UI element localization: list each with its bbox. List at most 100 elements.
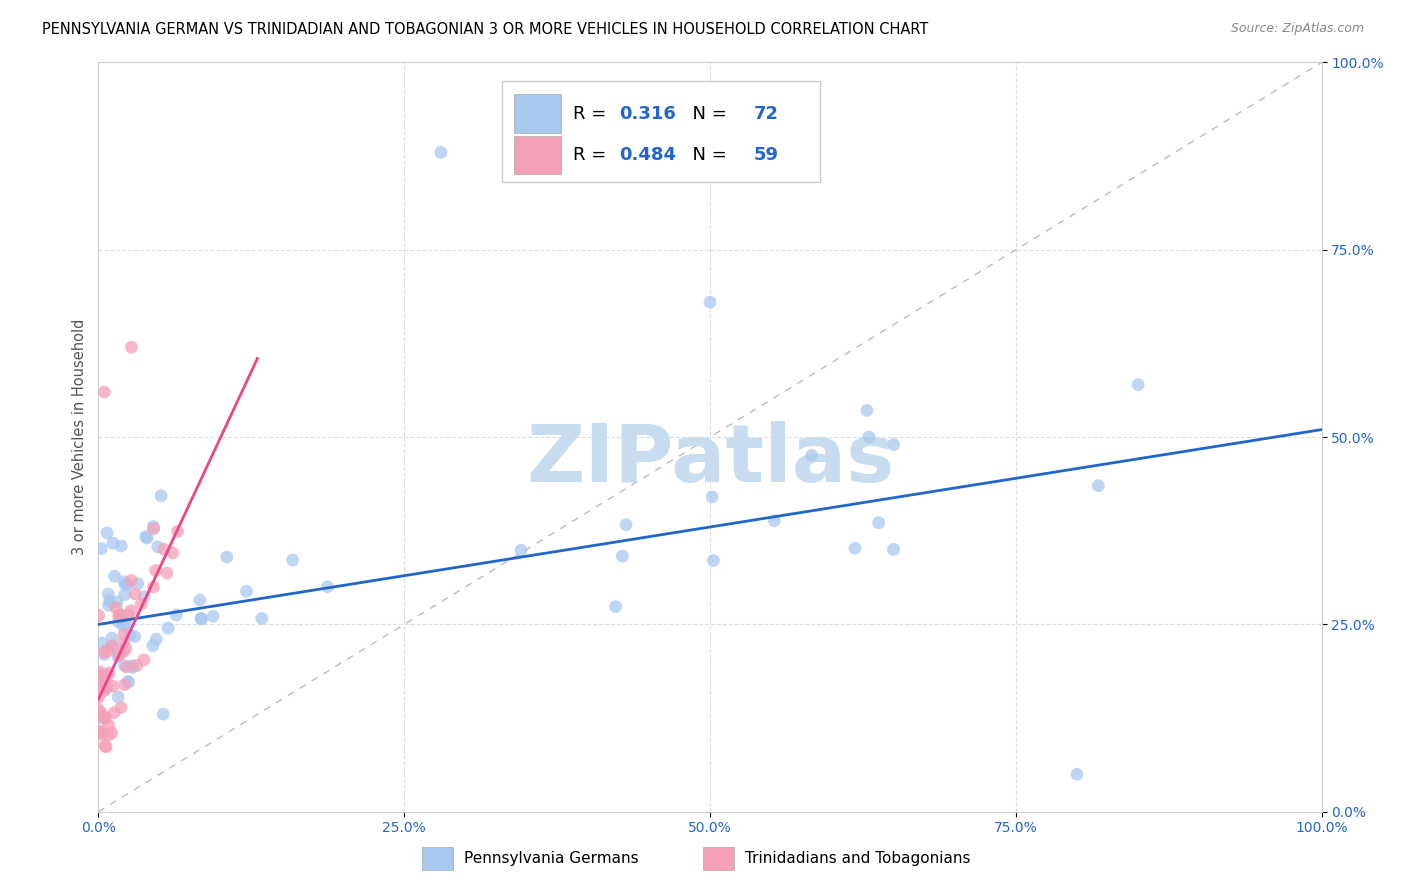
Point [142, 639, 165, 653]
Point [124, 630, 146, 644]
Point [93, 385, 115, 400]
Point [132, 653, 155, 667]
Point [858, 430, 880, 444]
Y-axis label: 3 or more Vehicles in Household: 3 or more Vehicles in Household [72, 319, 87, 555]
Point [112, 645, 135, 659]
Point [91, 725, 114, 739]
Point [96, 681, 118, 695]
Point [115, 641, 138, 656]
Text: PENNSYLVANIA GERMAN VS TRINIDADIAN AND TOBAGONIAN 3 OR MORE VEHICLES IN HOUSEHOL: PENNSYLVANIA GERMAN VS TRINIDADIAN AND T… [42, 22, 928, 37]
Point [605, 599, 627, 614]
Point [94, 711, 117, 725]
Point [202, 609, 225, 624]
Point [1087, 478, 1109, 492]
Point [856, 403, 879, 417]
Point [134, 590, 156, 604]
Point [89, 710, 111, 724]
Point [98, 594, 121, 608]
Point [94, 739, 117, 753]
Point [87, 690, 110, 705]
Point [110, 539, 132, 553]
Point [162, 546, 184, 560]
Point [1066, 767, 1088, 781]
Point [127, 576, 149, 591]
Point [101, 536, 124, 550]
Point [142, 580, 165, 594]
Point [90, 541, 112, 556]
Point [612, 549, 634, 563]
Point [1128, 377, 1150, 392]
Point [97, 728, 120, 742]
Point [111, 609, 134, 624]
Point [250, 611, 273, 625]
Point [107, 649, 129, 664]
Point [96, 668, 118, 682]
Point [800, 449, 823, 463]
FancyBboxPatch shape [502, 81, 820, 182]
Point [235, 584, 257, 599]
Point [120, 574, 142, 588]
Point [96, 525, 118, 540]
Point [93, 684, 115, 698]
Point [107, 615, 129, 629]
Point [108, 608, 131, 623]
Point [136, 531, 159, 545]
Text: Trinidadians and Tobagonians: Trinidadians and Tobagonians [745, 851, 970, 866]
Point [142, 519, 165, 533]
Point [763, 514, 786, 528]
Point [97, 718, 120, 732]
FancyBboxPatch shape [515, 136, 561, 175]
Point [117, 674, 139, 689]
FancyBboxPatch shape [515, 94, 561, 133]
Text: Pennsylvania Germans: Pennsylvania Germans [464, 851, 638, 866]
Point [115, 616, 138, 631]
Point [117, 607, 139, 622]
Point [153, 542, 176, 557]
Point [190, 611, 212, 625]
Point [120, 604, 142, 618]
Point [101, 631, 124, 645]
Point [90, 706, 112, 720]
Point [112, 636, 135, 650]
Point [702, 553, 724, 567]
Point [121, 658, 143, 673]
Point [101, 679, 124, 693]
Point [105, 595, 128, 609]
Point [125, 658, 148, 673]
Point [93, 648, 115, 662]
Point [112, 574, 135, 589]
Point [104, 600, 127, 615]
Point [510, 543, 533, 558]
Point [107, 690, 129, 704]
Point [89, 667, 111, 681]
Point [700, 490, 723, 504]
Text: 0.484: 0.484 [620, 146, 676, 164]
Point [614, 517, 637, 532]
Point [844, 541, 866, 556]
Text: R =: R = [574, 146, 612, 164]
Point [112, 627, 135, 641]
Point [121, 660, 143, 674]
Point [152, 707, 174, 722]
Point [87, 608, 110, 623]
Point [117, 675, 139, 690]
Text: R =: R = [574, 104, 612, 122]
Point [114, 588, 136, 602]
Point [166, 524, 188, 539]
Point [112, 618, 135, 632]
Point [90, 636, 112, 650]
Point [165, 607, 187, 622]
Point [699, 295, 721, 310]
Point [121, 340, 143, 354]
Point [868, 516, 890, 530]
Point [157, 621, 180, 635]
Point [115, 660, 138, 674]
Point [97, 643, 120, 657]
Point [110, 607, 132, 622]
Point [103, 569, 125, 583]
Text: 72: 72 [754, 104, 779, 122]
Point [108, 648, 131, 662]
Text: ZIPatlas: ZIPatlas [526, 420, 894, 499]
Point [124, 587, 146, 601]
Text: Source: ZipAtlas.com: Source: ZipAtlas.com [1230, 22, 1364, 36]
